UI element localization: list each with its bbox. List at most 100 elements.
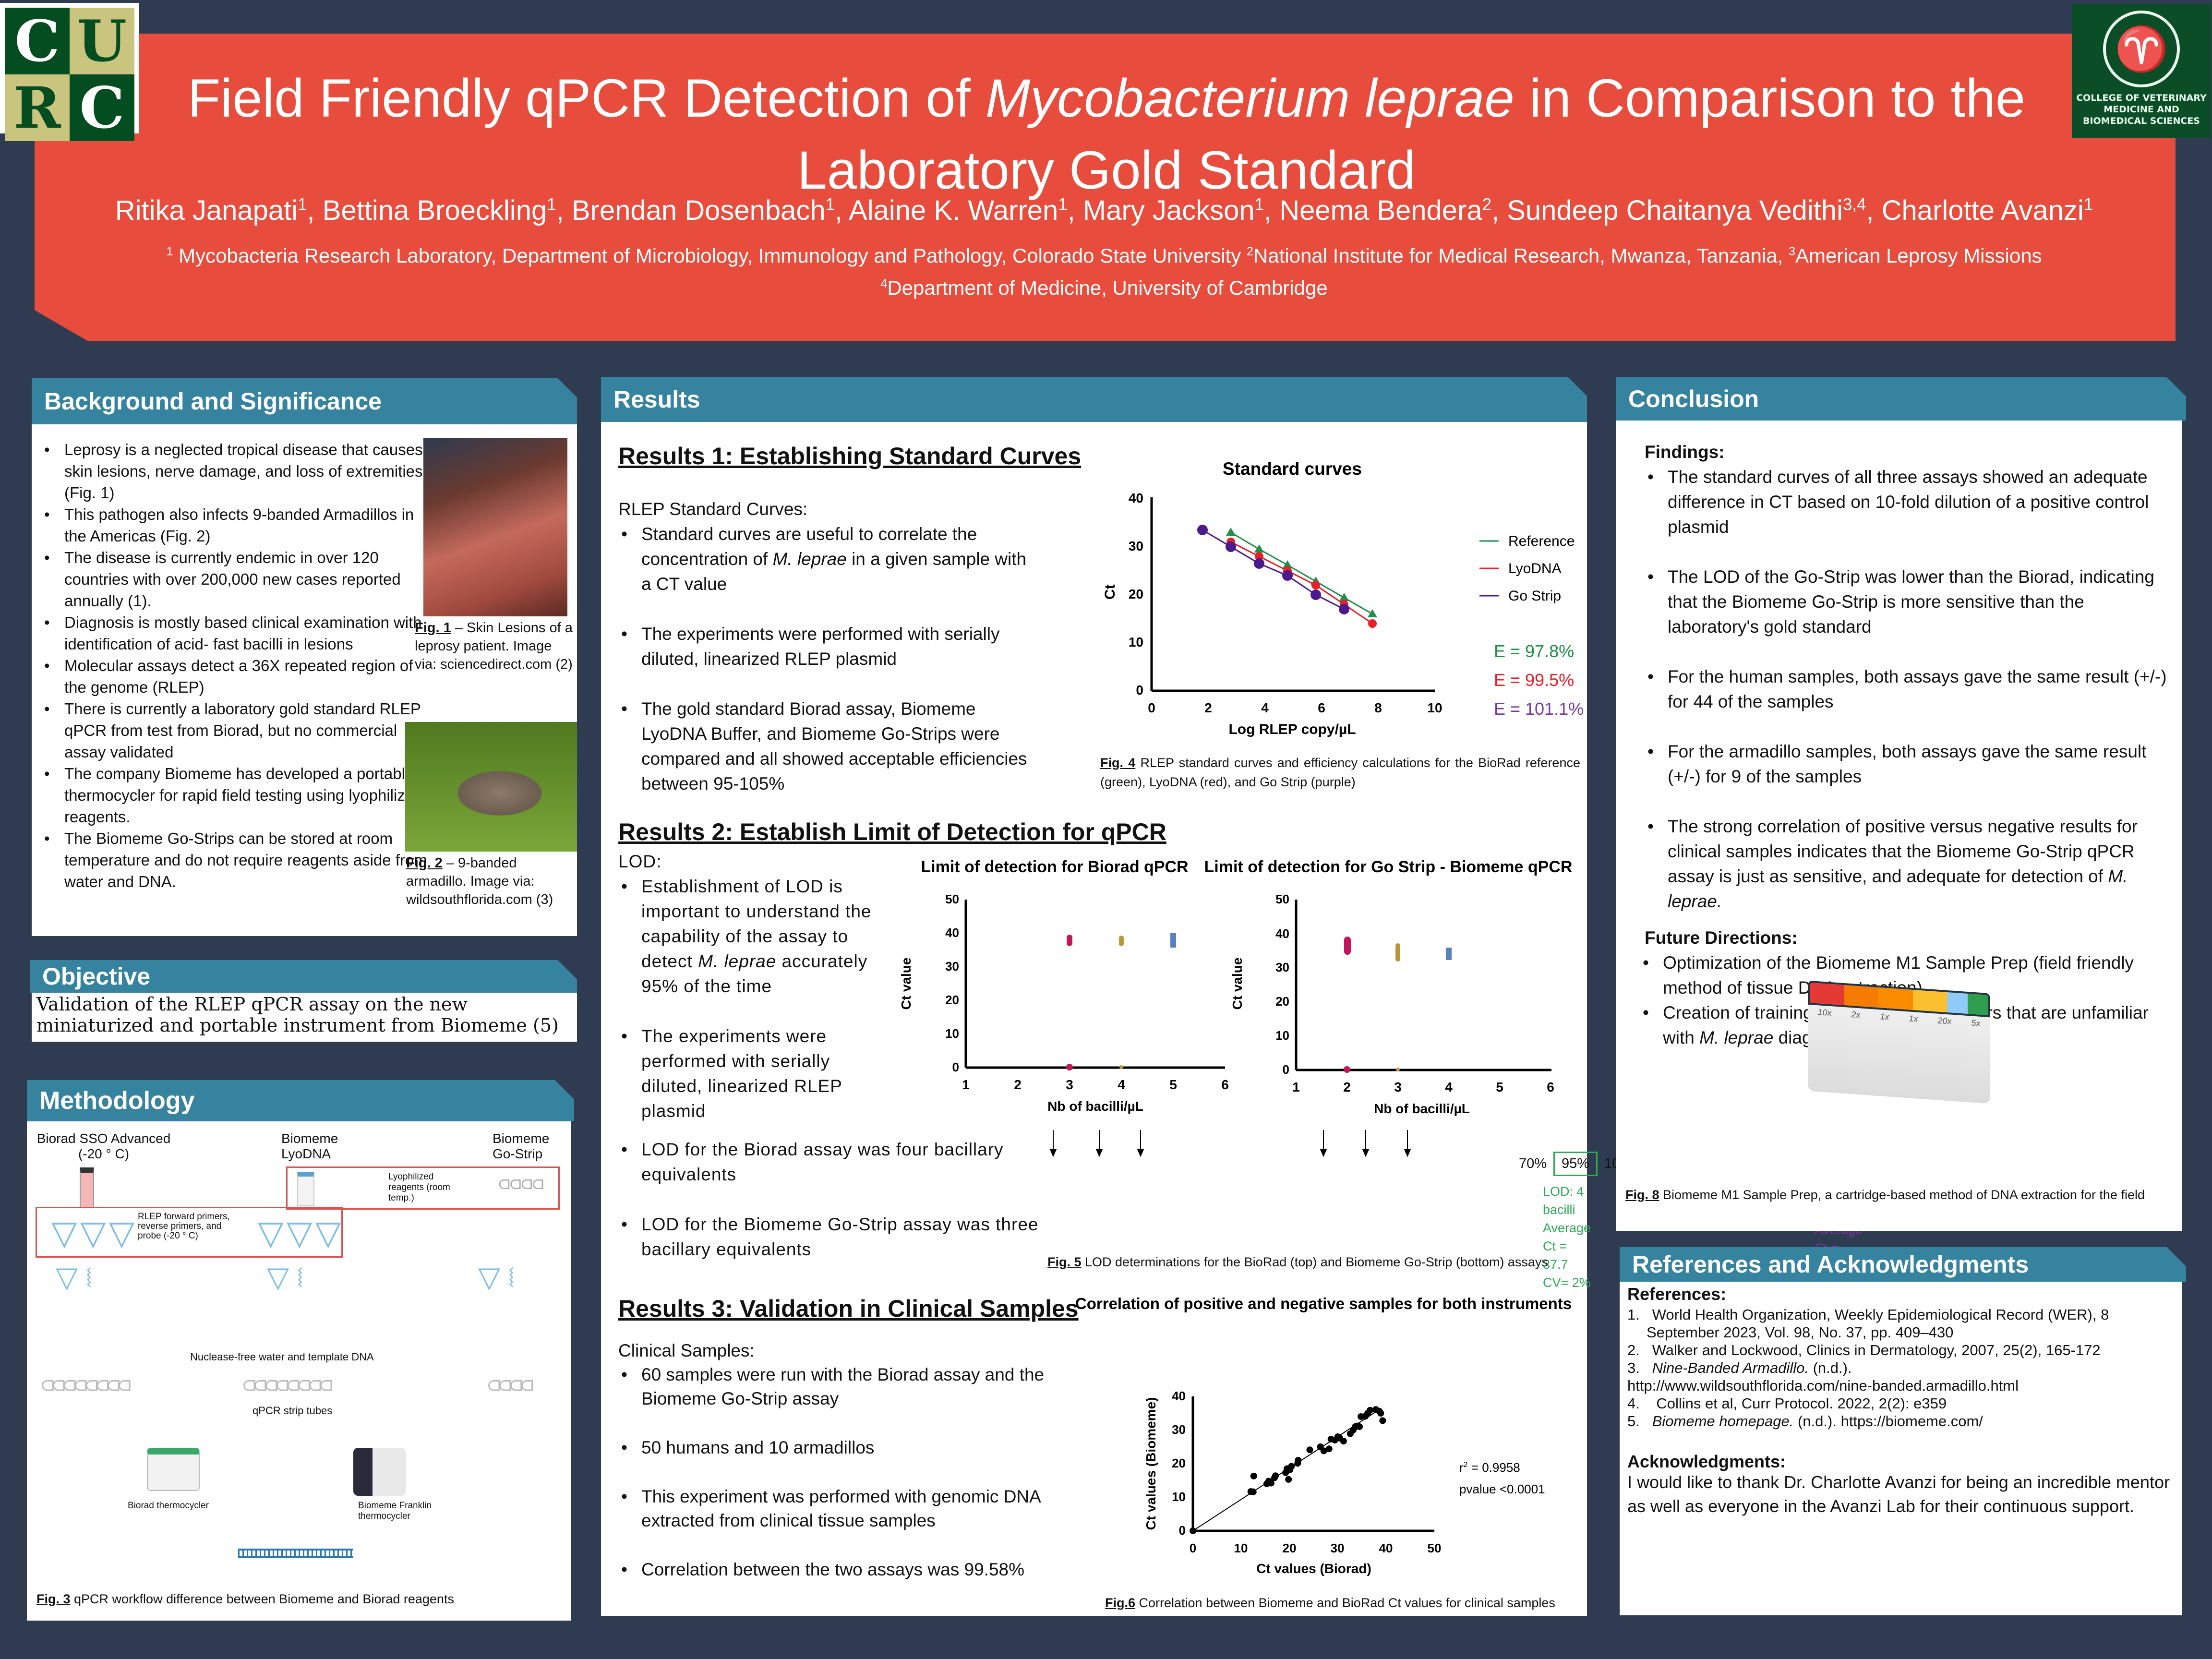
findings: Findings: The standard curves of all thr… [1643,440,2173,1050]
biorad-lod-stats: LOD: 4 bacilli Average Ct = 37.7 CV= 2% [1543,1182,1591,1292]
ref-item: 3. Nine-Banded Armadillo. (n.d.). [1627,1359,1852,1376]
ref-item: 2. Walker and Lockwood, Clinics in Derma… [1627,1342,2101,1358]
biorad-tc-label: Biorad thermocycler [128,1501,209,1511]
svg-text:3: 3 [1394,1080,1402,1094]
conclusion-heading: Conclusion [1616,377,2186,421]
lod: LOD: 4 bacilli [1543,1184,1584,1217]
svg-text:1: 1 [1292,1080,1300,1094]
bullet: The experiments were performed with seri… [618,1024,892,1124]
tube-dna-icon: ▽ ⧙ [56,1261,92,1293]
svg-text:50: 50 [945,892,959,906]
bullet: 50 humans and 10 armadillos [618,1436,1060,1460]
refs-list: 1. World Health Organization, Weekly Epi… [1627,1306,2175,1430]
svg-text:Correlation of positive and ne: Correlation of positive and negative sam… [1075,1295,1572,1312]
svg-text:30: 30 [1129,539,1143,553]
author: , Alaine K. Warren1 [835,195,1068,226]
svg-text:Nb of bacilli/µL: Nb of bacilli/µL [1047,1099,1143,1114]
bullet: LOD for the Biorad assay was four bacill… [618,1137,1060,1187]
bullet: Diagnosis is mostly based clinical exami… [41,612,430,655]
lyophilized-box: Lyophilized reagents (room temp.) ⫏⫏⫏⫏ [286,1166,560,1210]
bullet: The experiments were performed with seri… [618,622,1036,672]
svg-text:Ct value: Ct value [899,958,914,1010]
affiliations: 1 Mycobacteria Research Laboratory, Depa… [166,244,2042,299]
tubes-icon: ▽▽▽ [51,1214,138,1251]
svg-text:Ct values (Biomeme): Ct values (Biomeme) [1143,1397,1158,1530]
biorad-label: Biorad SSO Advanced (-20 ° C) [36,1131,171,1161]
svg-text:5: 5 [1496,1080,1503,1094]
future-item: Optimization of the Biomeme M1 Sample Pr… [1640,950,2173,1000]
svg-text:4: 4 [1445,1080,1453,1094]
strip-label: qPCR strip tubes [252,1405,333,1417]
bullet: Leprosy is a neglected tropical disease … [41,439,430,504]
fig1-caption: Fig. 1 – Skin Lesions of a leprosy patie… [415,620,573,672]
dna-probe-icon [238,1549,353,1558]
bullet: This experiment was performed with genom… [618,1485,1060,1533]
reagent-vial-icon [80,1167,94,1208]
leprosy-lesion-image [423,438,567,616]
svg-text:6: 6 [1547,1080,1554,1094]
svg-text:0: 0 [952,1060,959,1074]
svg-text:30: 30 [945,959,959,974]
label: 5x [1971,1018,1981,1028]
author: , Sundeep Chaitanya Vedithi3,4 [1491,195,1866,226]
results2-lod-bullets: LOD for the Biorad assay was four bacill… [618,1137,1060,1262]
tubes-icon: ▽▽▽ [258,1214,344,1251]
tube-dna-icon: ▽ ⧙ [267,1261,303,1293]
results3-title: Results 3: Validation in Clinical Sample… [618,1295,1079,1322]
background-panel: Leprosy is a neglected tropical disease … [32,424,577,936]
correlation-chart: Correlation of positive and negative sam… [1075,1295,1572,1576]
svg-text:0: 0 [1136,683,1143,697]
logo-letter: U [70,8,134,74]
svg-text:40: 40 [1275,926,1289,941]
svg-text:6: 6 [1221,1077,1229,1092]
ack-label: Acknowledgments: [1627,1452,1786,1471]
strip-tube-icon: ⫏⫏⫏⫏ [499,1173,544,1194]
ref3-link[interactable]: http://www.wildsouthflorida.com/nine-ban… [1627,1377,2019,1394]
results1-title: Results 1: Establishing Standard Curves [618,443,1082,469]
svg-text:30: 30 [1331,1541,1345,1555]
standard-curves-chart: Standard curves 40 30 20 10 0 0 2 4 6 8 10 Log RL… [1102,459,1584,737]
pct-highlight: 95% [1553,1152,1598,1176]
ref5-link[interactable]: https://biomeme.com/ [1840,1413,1983,1430]
methodology-heading: Methodology [27,1080,574,1121]
svg-text:Ct values (Biorad): Ct values (Biorad) [1256,1561,1371,1576]
svg-text:10: 10 [1275,1028,1289,1043]
finding: For the human samples, both assays gave … [1645,664,2173,714]
svg-text:30: 30 [1275,960,1289,974]
title-banner [35,34,2176,341]
ref-item: 4. Collins et al, Curr Protocol. 2022, 2… [1627,1395,1947,1412]
bullet: The gold standard Biorad assay, Biomeme … [618,697,1036,796]
finding: The standard curves of all three assays … [1645,465,2173,540]
logo-letter: R [5,74,70,141]
svg-text:10: 10 [1234,1541,1248,1555]
svg-text:r2 = 0.9958: r2 = 0.9958 [1459,1460,1520,1475]
bullet: Correlation between the two assays was 9… [618,1558,1060,1582]
finding: The strong correlation of positive versu… [1645,814,2173,914]
svg-text:0: 0 [1148,700,1155,715]
svg-text:LyoDNA: LyoDNA [1508,561,1562,577]
bullet: There is currently a laboratory gold sta… [41,698,430,763]
results2-text: LOD: Establishment of LOD is important t… [618,849,892,1141]
label: 1x [1880,1011,1889,1022]
svg-text:6: 6 [1318,700,1325,715]
strip-icon: ⫏⫏⫏⫏⫏⫏⫏⫏ [243,1371,333,1396]
author-list: Ritika Janapati1, Bettina Broeckling1, B… [48,194,2160,227]
fig3-caption: Fig. 3 qPCR workflow difference between … [36,1592,454,1606]
armadillo-image [405,722,577,852]
future-label: Future Directions: [1645,928,1798,948]
objective-heading: Objective [30,960,577,993]
results-heading: Results [601,377,1587,422]
svg-text:5: 5 [1169,1077,1177,1092]
svg-text:50: 50 [1428,1541,1442,1555]
ref-item: 5. Biomeme homepage. (n.d.). https://bio… [1627,1413,1983,1430]
fig6-caption: Fig.6 Correlation between Biomeme and Bi… [1105,1596,1555,1610]
csu-vet-logo: ♈ COLLEGE OF VETERINARY MEDICINE AND BIO… [2072,4,2211,138]
author: , Bettina Broeckling1 [307,195,556,226]
methodology-panel: Biorad SSO Advanced (-20 ° C) Biomeme Ly… [27,1121,571,1621]
rlep-label: RLEP forward primers, reverse primers, a… [138,1212,230,1241]
svg-text:2: 2 [1204,700,1212,715]
svg-text:pvalue <0.0001: pvalue <0.0001 [1459,1482,1545,1496]
svg-text:Nb of bacilli/µL: Nb of bacilli/µL [1374,1101,1470,1116]
author: , Mary Jackson1 [1067,195,1264,226]
lod-charts: Limit of detection for Biorad qPCR Limit… [899,858,1572,1157]
